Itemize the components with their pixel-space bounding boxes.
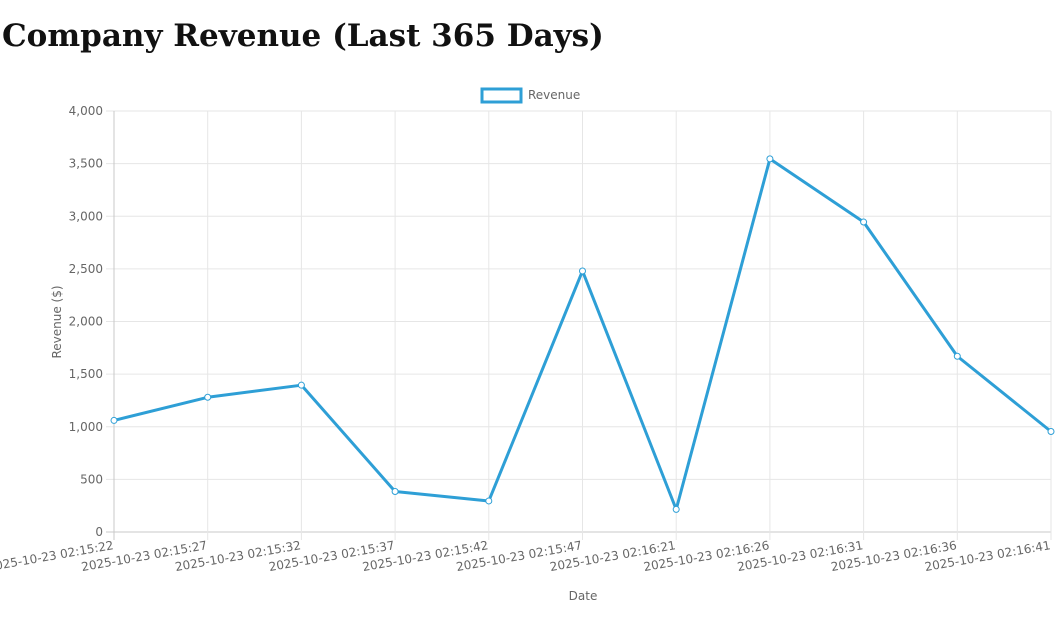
y-tick-label: 3,000 [69,209,103,223]
grid-lines [106,110,1052,540]
data-point[interactable] [204,393,212,401]
data-point[interactable] [766,155,774,163]
x-axis-label: Date [569,589,598,603]
chart-title: Company Revenue (Last 365 Days) [2,18,604,54]
data-point[interactable] [672,505,680,513]
data-point[interactable] [579,267,586,275]
y-tick-label: 1,500 [69,367,103,381]
y-tick-label: 4,000 [69,104,103,118]
data-point[interactable] [1047,427,1055,435]
data-point[interactable] [391,487,399,495]
data-point[interactable] [953,352,961,360]
y-tick-label: 2,500 [69,262,103,276]
legend[interactable]: Revenue [480,87,580,104]
data-point[interactable] [485,497,493,505]
y-tick-label: 1,000 [69,420,103,434]
data-point[interactable] [297,381,305,389]
y-tick-label: 500 [80,472,103,486]
legend-label: Revenue [528,88,580,102]
legend-swatch [480,87,523,104]
data-point[interactable] [860,218,868,226]
y-tick-label: 3,500 [69,157,103,171]
y-tick-label: 0 [95,525,103,539]
series-layer [110,155,1055,513]
y-axis-label: Revenue ($) [50,285,64,358]
data-point[interactable] [110,416,118,424]
y-axis-ticks: 0 500 1,000 1,500 2,000 2,500 3,000 3,500 4,000 [69,104,103,539]
y-tick-label: 2,000 [69,315,103,329]
